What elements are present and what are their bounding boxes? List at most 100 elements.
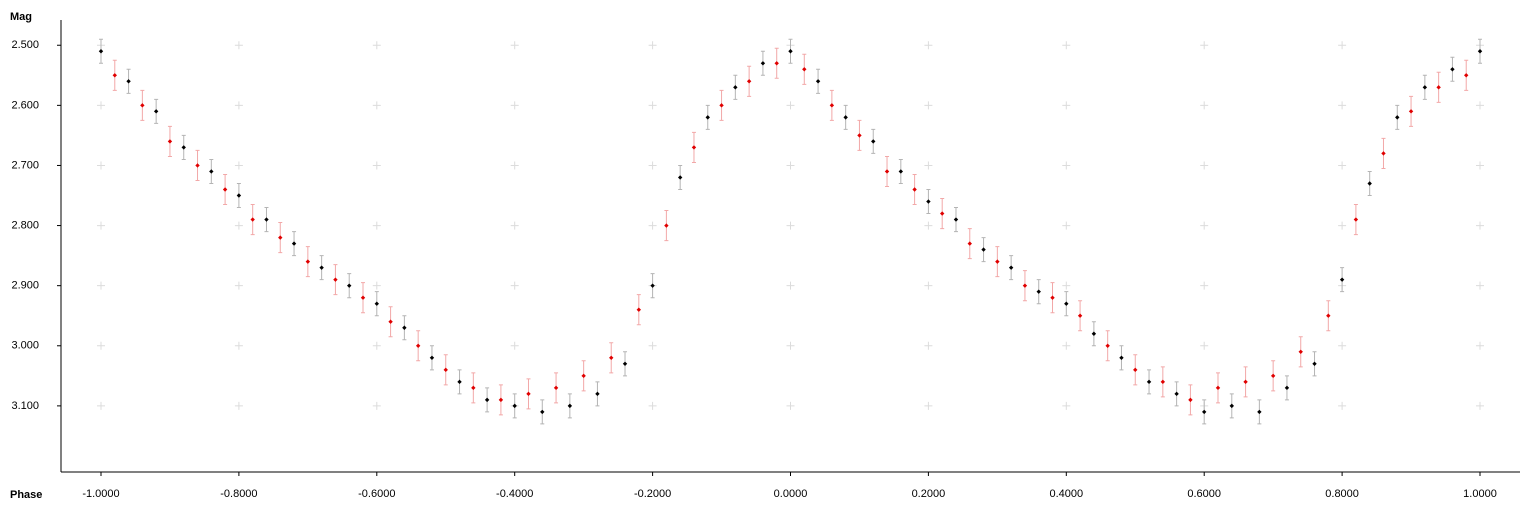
grid-cross	[510, 101, 519, 110]
data-point	[788, 49, 793, 54]
x-tick-label: -1.0000	[82, 488, 119, 500]
data-point	[650, 283, 655, 288]
data-point	[1436, 85, 1441, 90]
grid-cross	[234, 401, 243, 410]
data-point	[871, 139, 876, 144]
grid-cross	[1338, 41, 1347, 50]
data-point	[581, 373, 586, 379]
grid-cross	[1200, 341, 1209, 350]
data-point	[1395, 115, 1400, 120]
data-point	[471, 385, 476, 391]
data-point	[181, 145, 186, 150]
data-point	[774, 61, 779, 66]
grid-cross	[1062, 101, 1071, 110]
data-point	[1215, 385, 1221, 391]
data-point	[140, 103, 145, 108]
grid-cross	[1338, 401, 1347, 410]
data-point	[746, 79, 752, 84]
grid-cross	[96, 401, 105, 410]
grid-cross	[786, 401, 795, 410]
data-point	[829, 103, 835, 108]
data-point	[443, 367, 448, 373]
data-point	[250, 217, 255, 222]
data-point	[347, 283, 352, 288]
data-point	[415, 343, 421, 348]
data-point	[512, 403, 517, 409]
data-point	[843, 115, 848, 120]
data-point	[1188, 397, 1193, 403]
data-point	[1450, 67, 1455, 72]
data-point	[1119, 355, 1124, 360]
grid-cross	[786, 281, 795, 290]
grid-cross	[510, 221, 519, 230]
data-point	[884, 169, 890, 174]
grid-cross	[372, 41, 381, 50]
grid-cross	[96, 101, 105, 110]
data-point	[1243, 379, 1248, 385]
y-axis-title: Mag	[10, 11, 32, 23]
grid-cross	[510, 341, 519, 350]
x-tick-label: 0.4000	[1049, 488, 1083, 500]
grid-cross	[924, 161, 933, 170]
data-point	[222, 187, 228, 192]
data-point	[1202, 409, 1207, 415]
data-point	[484, 397, 490, 403]
grid-cross	[1476, 281, 1485, 290]
data-point	[719, 103, 724, 108]
data-point	[705, 115, 710, 120]
grid-cross	[510, 161, 519, 170]
data-point	[802, 67, 807, 72]
x-tick-label: -0.8000	[220, 488, 257, 500]
data-point	[1257, 409, 1262, 415]
data-point	[360, 295, 366, 300]
grid-cross	[234, 41, 243, 50]
grid-cross	[234, 101, 243, 110]
grid-cross	[372, 401, 381, 410]
data-point	[98, 49, 104, 54]
grid-cross	[1062, 41, 1071, 50]
data-point	[733, 85, 738, 90]
data-point	[1064, 301, 1069, 306]
data-point	[815, 79, 821, 84]
grid-cross	[786, 341, 795, 350]
x-tick-label: 1.0000	[1463, 488, 1497, 500]
data-point	[278, 235, 283, 240]
data-point	[1270, 373, 1276, 379]
data-point	[498, 397, 504, 403]
data-point	[664, 223, 669, 228]
grid-cross	[786, 161, 795, 170]
grid-cross	[510, 281, 519, 290]
data-point	[1477, 49, 1483, 54]
data-point	[153, 109, 159, 114]
grid-cross	[1476, 101, 1485, 110]
grid-cross	[648, 101, 657, 110]
grid-cross	[1476, 341, 1485, 350]
grid-cross	[1062, 161, 1071, 170]
grid-cross	[96, 221, 105, 230]
data-point	[526, 391, 531, 397]
data-point	[540, 409, 545, 415]
data-point	[1022, 283, 1028, 288]
grid-cross	[372, 281, 381, 290]
grid-cross	[96, 161, 105, 170]
data-point	[1367, 181, 1372, 186]
data-point	[1174, 391, 1179, 397]
data-point	[760, 61, 766, 66]
data-point	[1339, 277, 1345, 282]
grid-cross	[1062, 401, 1071, 410]
data-point	[1312, 361, 1317, 367]
grid-cross	[234, 161, 243, 170]
data-point	[691, 145, 697, 150]
grid-cross	[1338, 161, 1347, 170]
data-point	[677, 175, 683, 180]
data-point	[374, 301, 379, 306]
data-point	[967, 241, 972, 246]
x-axis-title: Phase	[10, 489, 42, 501]
grid-cross	[648, 161, 657, 170]
data-point	[429, 355, 435, 360]
data-point	[402, 325, 407, 330]
grid-cross	[372, 101, 381, 110]
data-point	[926, 199, 931, 204]
y-tick-label: 3.100	[11, 400, 39, 412]
grid-cross	[1338, 221, 1347, 230]
